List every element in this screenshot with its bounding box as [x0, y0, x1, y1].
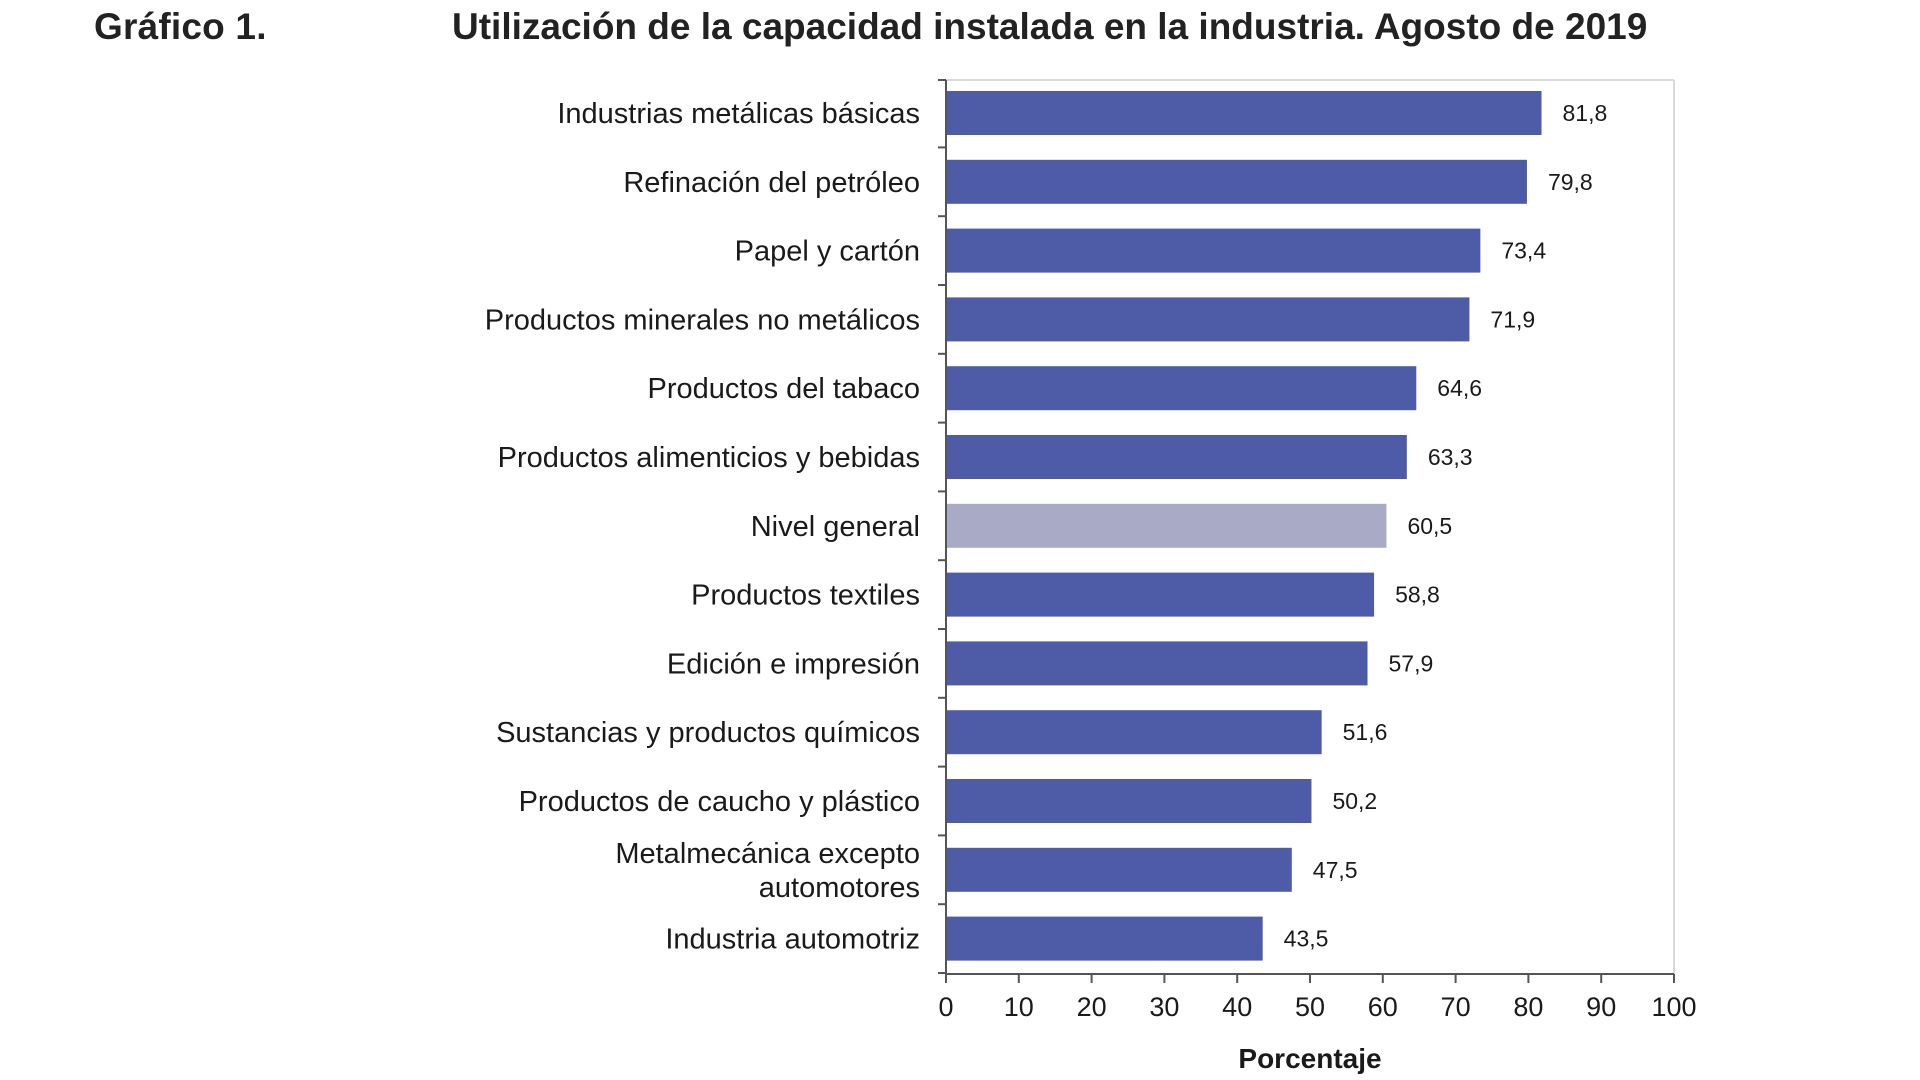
- bar: [946, 779, 1312, 823]
- chart-title: Utilización de la capacidad instalada en…: [452, 6, 1648, 47]
- data-label: 60,5: [1407, 513, 1452, 539]
- x-tick-label: 0: [938, 992, 953, 1022]
- x-tick-label: 30: [1149, 992, 1179, 1022]
- category-label: Papel y cartón: [735, 236, 920, 268]
- category-label: Refinación del petróleo: [623, 167, 920, 199]
- bar: [946, 641, 1368, 686]
- category-label: Productos alimenticios y bebidas: [498, 442, 920, 474]
- x-tick-label: 40: [1222, 992, 1252, 1022]
- bar: [946, 710, 1322, 755]
- bar: [946, 572, 1375, 617]
- data-label: 58,8: [1395, 582, 1440, 608]
- bar: [946, 159, 1527, 204]
- bar: [946, 228, 1481, 273]
- data-label: 71,9: [1490, 306, 1535, 332]
- x-tick-label: 70: [1441, 992, 1471, 1022]
- category-label: automotores: [759, 872, 920, 904]
- category-label: Productos textiles: [691, 580, 920, 612]
- category-label: Edición e impresión: [667, 648, 920, 680]
- data-label: 73,4: [1501, 238, 1546, 264]
- bar: [946, 847, 1292, 892]
- bar: [946, 503, 1387, 548]
- category-label: Productos del tabaco: [648, 373, 920, 405]
- bar: [946, 916, 1263, 961]
- data-label: 43,5: [1284, 926, 1329, 952]
- x-tick-label: 100: [1651, 992, 1696, 1022]
- category-label: Metalmecánica excepto: [615, 838, 920, 870]
- category-label: Productos de caucho y plástico: [519, 786, 920, 818]
- bar: [946, 366, 1417, 411]
- x-tick-label: 10: [1004, 992, 1034, 1022]
- x-axis-title: Porcentaje: [1238, 1043, 1381, 1074]
- data-label: 47,5: [1313, 857, 1358, 883]
- data-label: 51,6: [1343, 719, 1388, 745]
- data-label: 50,2: [1332, 788, 1377, 814]
- category-label: Industrias metálicas básicas: [557, 98, 920, 130]
- bar: [946, 297, 1470, 342]
- category-label: Nivel general: [751, 511, 920, 543]
- x-tick-label: 80: [1513, 992, 1543, 1022]
- x-tick-label: 50: [1295, 992, 1325, 1022]
- data-label: 57,9: [1389, 650, 1434, 676]
- category-label: Sustancias y productos químicos: [496, 717, 920, 749]
- bar: [946, 91, 1542, 135]
- x-tick-label: 60: [1368, 992, 1398, 1022]
- x-tick-label: 90: [1586, 992, 1616, 1022]
- data-label: 64,6: [1437, 375, 1482, 401]
- data-label: 63,3: [1428, 444, 1473, 470]
- x-tick-label: 20: [1077, 992, 1107, 1022]
- category-label: Industria automotriz: [665, 924, 920, 956]
- data-label: 79,8: [1548, 169, 1593, 195]
- category-label: Productos minerales no metálicos: [485, 304, 920, 336]
- bar: [946, 435, 1407, 479]
- figure-label: Gráfico 1.: [94, 6, 267, 47]
- data-label: 81,8: [1563, 100, 1608, 126]
